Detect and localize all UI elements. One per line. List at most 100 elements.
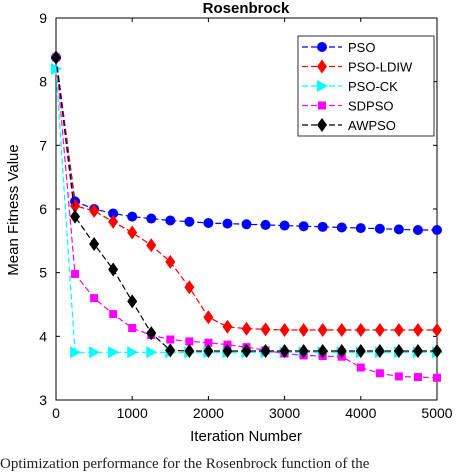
data-point bbox=[70, 198, 81, 213]
data-point bbox=[298, 322, 309, 337]
data-point bbox=[166, 335, 175, 344]
y-tick-label: 5 bbox=[39, 265, 47, 281]
data-point bbox=[317, 343, 328, 358]
data-point bbox=[70, 346, 82, 359]
data-point bbox=[412, 343, 423, 358]
legend-marker bbox=[317, 42, 327, 52]
legend-label: SDPSO bbox=[348, 99, 394, 114]
y-tick-label: 9 bbox=[39, 10, 47, 26]
data-point bbox=[412, 322, 423, 337]
data-point bbox=[241, 321, 252, 336]
data-point bbox=[298, 343, 309, 358]
data-point bbox=[393, 224, 404, 235]
data-point bbox=[260, 343, 271, 358]
data-point bbox=[241, 343, 252, 358]
series-awpso bbox=[51, 50, 442, 358]
series-pso-ldiw bbox=[51, 50, 442, 337]
data-point bbox=[146, 326, 157, 341]
data-point bbox=[260, 219, 271, 230]
x-axis-title: Iteration Number bbox=[190, 428, 302, 445]
legend-marker bbox=[317, 80, 328, 92]
data-point bbox=[374, 343, 385, 358]
data-point bbox=[355, 223, 366, 234]
data-point bbox=[108, 214, 119, 229]
data-point bbox=[336, 322, 347, 337]
data-point bbox=[222, 319, 233, 334]
data-point bbox=[108, 208, 119, 219]
data-point bbox=[336, 343, 347, 358]
data-point bbox=[109, 310, 118, 319]
data-point bbox=[260, 322, 271, 337]
data-point bbox=[165, 215, 176, 226]
series-line bbox=[55, 57, 438, 379]
data-point bbox=[222, 218, 233, 229]
data-point bbox=[413, 373, 422, 382]
data-point bbox=[70, 209, 81, 224]
data-point bbox=[51, 50, 61, 65]
legend-marker bbox=[317, 118, 327, 132]
y-tick-label: 7 bbox=[39, 137, 47, 153]
legend-label: PSO bbox=[348, 40, 375, 55]
x-tick-label: 0 bbox=[52, 405, 60, 421]
legend-marker bbox=[317, 59, 327, 74]
data-point bbox=[393, 343, 404, 358]
chart: Rosenbrock Mean Fitness Value Iteration … bbox=[5, 0, 453, 445]
data-point bbox=[146, 213, 157, 224]
data-point bbox=[203, 310, 214, 325]
data-point bbox=[108, 346, 120, 359]
data-point bbox=[432, 322, 442, 337]
data-point bbox=[204, 338, 213, 347]
data-point bbox=[108, 262, 119, 277]
data-point bbox=[127, 294, 138, 309]
data-point bbox=[375, 369, 384, 378]
data-point bbox=[89, 237, 100, 252]
legend-entry: PSO-CK bbox=[302, 79, 398, 94]
x-tick-label: 1000 bbox=[117, 405, 148, 421]
data-point bbox=[203, 218, 214, 229]
data-point bbox=[394, 372, 403, 381]
data-point bbox=[184, 280, 195, 295]
legend: PSO PSO-LDIW PSO-CK SDPSO AWPSO bbox=[297, 35, 435, 137]
y-tick-label: 4 bbox=[39, 328, 47, 344]
data-point bbox=[184, 216, 195, 227]
data-point bbox=[279, 343, 290, 358]
data-point bbox=[89, 346, 101, 359]
data-point bbox=[374, 322, 385, 337]
data-point bbox=[165, 343, 176, 358]
x-tick-label: 4000 bbox=[345, 405, 376, 421]
legend-entry: PSO-LDIW bbox=[302, 59, 413, 75]
data-point bbox=[90, 294, 99, 303]
data-point bbox=[185, 337, 194, 346]
data-point bbox=[127, 225, 138, 240]
legend-entry: PSO bbox=[302, 40, 375, 55]
series-sdpso bbox=[52, 53, 441, 382]
data-point bbox=[317, 221, 328, 232]
data-point bbox=[317, 322, 328, 337]
y-tick-label: 3 bbox=[39, 392, 47, 408]
data-point bbox=[298, 221, 309, 232]
legend-label: PSO-CK bbox=[348, 79, 398, 94]
data-point bbox=[146, 346, 158, 359]
data-point bbox=[89, 203, 100, 218]
data-point bbox=[222, 343, 233, 358]
legend-label: PSO-LDIW bbox=[348, 60, 413, 75]
legend-entry: AWPSO bbox=[302, 118, 396, 133]
data-point bbox=[165, 254, 176, 269]
x-tick-label: 3000 bbox=[269, 405, 300, 421]
data-point bbox=[127, 211, 138, 222]
data-point bbox=[432, 343, 442, 358]
data-point bbox=[393, 322, 404, 337]
data-point bbox=[355, 322, 366, 337]
data-point bbox=[336, 222, 347, 233]
legend-entry: SDPSO bbox=[302, 99, 394, 114]
legend-marker bbox=[318, 101, 326, 110]
figure-caption: Optimization performance for the Rosenbr… bbox=[0, 456, 370, 472]
series-line bbox=[55, 57, 437, 331]
data-point bbox=[433, 373, 441, 382]
legend-box bbox=[297, 35, 435, 137]
chart-title: Rosenbrock bbox=[203, 0, 290, 17]
plot-area: 0 1000 2000 3000 4000 5000 3 4 5 6 7 8 9 bbox=[39, 10, 453, 421]
data-point bbox=[241, 219, 252, 230]
y-axis-title: Mean Fitness Value bbox=[5, 144, 22, 275]
x-tick-label: 5000 bbox=[421, 405, 452, 421]
